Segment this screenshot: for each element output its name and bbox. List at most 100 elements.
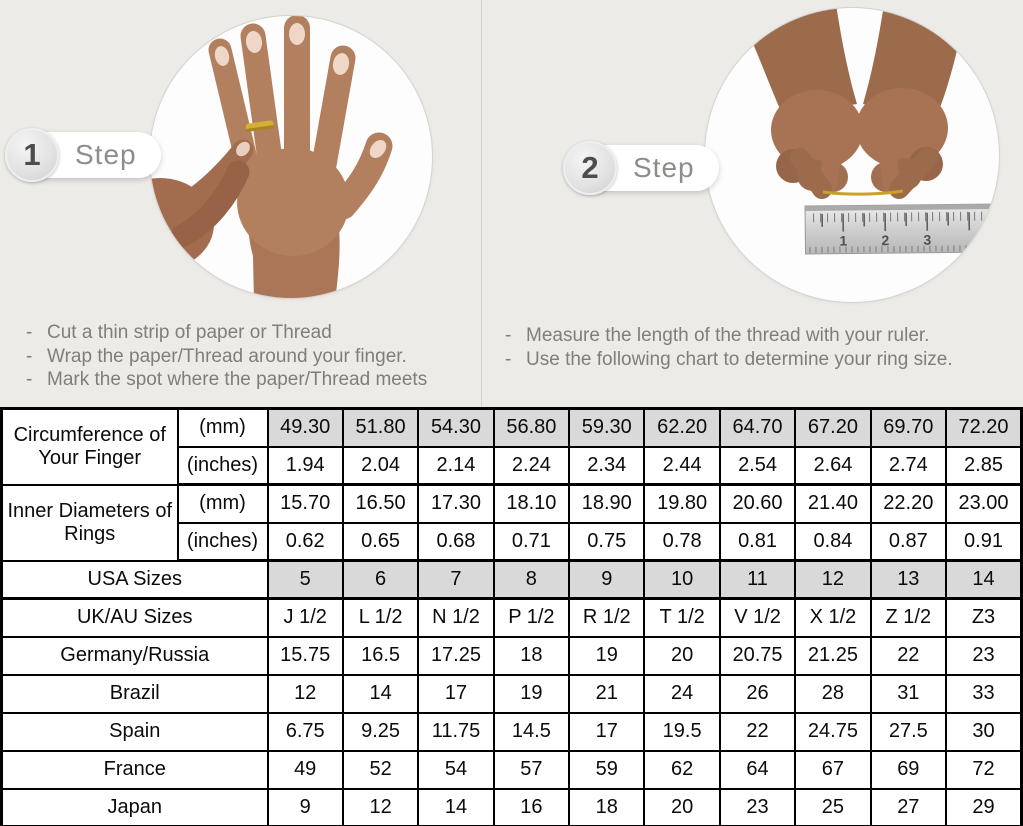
instruction-line: - Use the following chart to determine y… (505, 348, 1017, 372)
ruler-number: 3 (923, 232, 931, 248)
value-cell: 9 (266, 787, 344, 826)
unit-label: (mm) (176, 483, 269, 524)
value-cell: 2.24 (492, 445, 571, 486)
value-cell: 22.20 (869, 483, 948, 524)
value-cell: 21 (568, 673, 646, 714)
instruction-text: Measure the length of the thread with yo… (526, 325, 930, 346)
value-cell: Z3 (945, 597, 1023, 638)
gold-ring (245, 120, 274, 132)
instruction-line: - Mark the spot where the paper/Thread m… (26, 368, 478, 392)
value-cell: 12 (341, 787, 420, 826)
value-cell: 27 (869, 787, 948, 826)
value-cell: 0.87 (869, 521, 948, 562)
right-hand (856, 8, 967, 199)
value-cell: 12 (794, 559, 872, 600)
value-cell: 2.14 (417, 445, 495, 486)
value-cell: 51.80 (341, 407, 420, 448)
value-cell: 24.75 (794, 711, 872, 752)
value-cell: 11 (718, 559, 797, 600)
size-system-label: France (0, 749, 269, 790)
value-cell: 20.75 (718, 635, 797, 676)
value-cell: 62.20 (643, 407, 721, 448)
value-cell: 16.50 (341, 483, 420, 524)
value-cell: 23 (718, 787, 797, 826)
value-cell: 72.20 (945, 407, 1023, 448)
value-cell: 29 (945, 787, 1023, 826)
hand-with-ring-illustration (150, 16, 393, 298)
value-cell: 49.30 (266, 407, 344, 448)
table-row: Germany/Russia 15.75 16.5 17.25 18 19 20 20.75 2… (0, 635, 1023, 676)
value-cell: 18 (492, 635, 571, 676)
value-cell: 0.75 (568, 521, 646, 562)
value-cell: 19.5 (643, 711, 721, 752)
value-cell: 0.84 (794, 521, 872, 562)
value-cell: X 1/2 (794, 597, 872, 638)
value-cell: J 1/2 (266, 597, 344, 638)
value-cell: 5 (266, 559, 344, 600)
value-cell: 64 (718, 749, 797, 790)
step-label: Step (633, 152, 695, 183)
value-cell: N 1/2 (417, 597, 495, 638)
value-cell: 8 (492, 559, 571, 600)
step-2-number: 2 (563, 141, 617, 195)
value-cell: 2.44 (643, 445, 721, 486)
value-cell: 6 (341, 559, 420, 600)
value-cell: 7 (417, 559, 495, 600)
ruler-number: 1 (839, 233, 847, 249)
table-row: UK/AU Sizes J 1/2 L 1/2 N 1/2 P 1/2 R 1/2 T 1/… (0, 597, 1023, 638)
value-cell: P 1/2 (492, 597, 571, 638)
bullet-dash: - (505, 325, 512, 346)
instruction-text: Cut a thin strip of paper or Thread (47, 322, 332, 343)
step-label: Step (75, 139, 137, 170)
unit-label: (mm) (176, 407, 269, 448)
value-cell: 19 (492, 673, 571, 714)
value-cell: 9 (568, 559, 646, 600)
value-cell: 57 (492, 749, 571, 790)
table-row: USA Sizes 5 6 7 8 9 10 11 12 13 14 (0, 559, 1023, 600)
instruction-text: Wrap the paper/Thread around your finger… (47, 345, 407, 367)
value-cell: 17 (568, 711, 646, 752)
instruction-text: Use the following chart to determine you… (526, 348, 953, 370)
value-cell: 69 (869, 749, 948, 790)
value-cell: 14 (945, 559, 1023, 600)
value-cell: 27.5 (869, 711, 948, 752)
value-cell: 20 (643, 635, 721, 676)
value-cell: 13 (869, 559, 948, 600)
instruction-line: - Cut a thin strip of paper or Thread (26, 321, 478, 345)
instruction-text: Mark the spot where the paper/Thread mee… (47, 369, 428, 390)
value-cell: 14 (341, 673, 420, 714)
table-row: Circumference of Your Finger (mm) 49.30 51.… (0, 407, 1023, 486)
left-hand (737, 8, 863, 199)
unit-label: (inches) (176, 445, 269, 486)
instruction-line: - Measure the length of the thread with … (505, 324, 1017, 348)
value-cell: 14.5 (492, 711, 571, 752)
table-row: Spain 6.75 9.25 11.75 14.5 17 19.5 22 24.75 27.5 3… (0, 711, 1023, 752)
value-cell: V 1/2 (718, 597, 797, 638)
value-cell: 31 (869, 673, 948, 714)
value-cell: 10 (643, 559, 721, 600)
value-cell: 22 (718, 711, 797, 752)
value-cell: 28 (794, 673, 872, 714)
value-cell: 17.30 (417, 483, 495, 524)
value-cell: 2.34 (568, 445, 646, 486)
measure-group-label: Inner Diameters of Rings (0, 483, 179, 562)
size-system-label: Germany/Russia (0, 635, 269, 676)
value-cell: 0.78 (643, 521, 721, 562)
value-cell: 54 (417, 749, 495, 790)
measuring-thread-illustration: 1 2 3 (737, 8, 998, 255)
value-cell: 30 (945, 711, 1023, 752)
value-cell: 19 (568, 635, 646, 676)
table-row: (inches) 0.62 0.65 0.68 0.71 0.75 0.78 0.81 0.84… (2, 521, 1023, 562)
value-cell: 67 (794, 749, 872, 790)
table-row: Japan 9 12 14 16 18 20 23 25 27 29 (0, 787, 1023, 826)
value-cell: Z 1/2 (869, 597, 948, 638)
value-cell: 25 (794, 787, 872, 826)
measurement-steps-section: 1 2 3 Step 1 Step 2 - Cut (0, 0, 1023, 407)
value-cell: T 1/2 (643, 597, 721, 638)
size-system-label: Japan (0, 787, 269, 826)
table-row: Brazil 12 14 17 19 21 24 26 28 31 33 (0, 673, 1023, 714)
value-cell: 6.75 (266, 711, 344, 752)
size-system-label: Spain (0, 711, 269, 752)
value-cell: 64.70 (718, 407, 797, 448)
value-cell: 11.75 (417, 711, 495, 752)
